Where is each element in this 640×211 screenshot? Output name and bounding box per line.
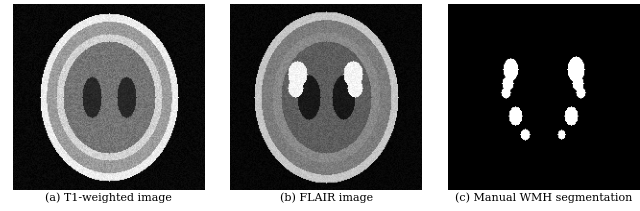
Text: (a) T1-weighted image: (a) T1-weighted image	[45, 192, 172, 203]
Text: (b) FLAIR image: (b) FLAIR image	[280, 192, 373, 203]
Text: (c) Manual WMH segmentation: (c) Manual WMH segmentation	[455, 192, 633, 203]
